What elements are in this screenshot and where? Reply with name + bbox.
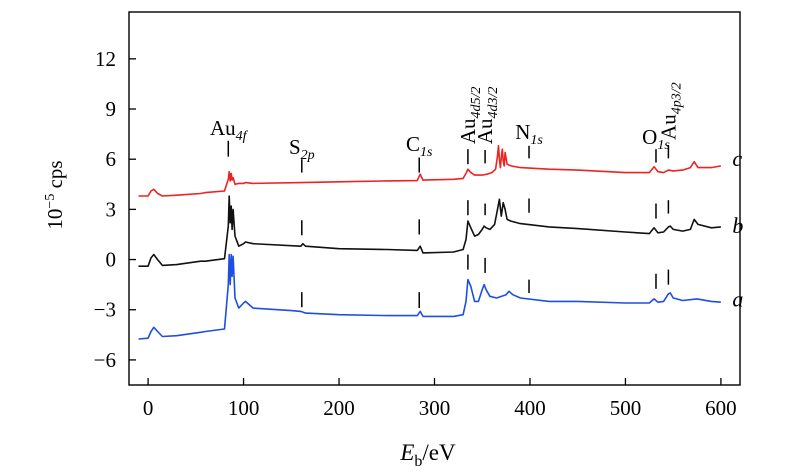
series-label-b: b — [732, 213, 743, 238]
annotation-subscript: 1s — [530, 133, 543, 148]
series-label-c: c — [732, 146, 742, 171]
annotation-element: Au — [656, 114, 680, 140]
annotation-subscript: 1s — [420, 145, 433, 160]
y-tick-label: 9 — [106, 97, 117, 121]
annotation-element: Au — [473, 118, 497, 144]
annotation-au4p32: Au4p3/2 — [656, 82, 684, 140]
annotation-element: C — [406, 132, 420, 156]
x-tick-label: 500 — [610, 396, 642, 420]
y-tick-label: 6 — [106, 147, 117, 171]
y-tick-label: −3 — [94, 298, 116, 322]
annotation-subscript: 2p — [301, 148, 315, 163]
annotation-element: N — [515, 120, 530, 144]
annotation-o1s: O1s — [642, 125, 670, 153]
series-line-b — [138, 195, 721, 268]
annotation-au4d52: Au4d5/2 — [456, 87, 484, 145]
x-tick-label: 600 — [705, 396, 737, 420]
x-tick-label: 300 — [419, 396, 451, 420]
x-tick-label: 100 — [228, 396, 260, 420]
y-tick-label: 0 — [106, 248, 117, 272]
annotation-subscript: 4d5/2 — [469, 87, 484, 119]
annotation-s2p: S2p — [289, 135, 315, 163]
annotation-element: Au — [456, 118, 480, 144]
annotation-n1s: N1s — [515, 120, 543, 148]
series-line-a — [138, 253, 721, 340]
annotation-c1s: C1s — [406, 132, 433, 160]
x-tick-label: 200 — [323, 396, 355, 420]
annotation-subscript: 4p3/2 — [669, 82, 684, 114]
annotation-subscript: 4d3/2 — [486, 87, 501, 119]
annotation-subscript: 1s — [657, 138, 670, 153]
annotation-element: Au — [210, 116, 236, 140]
series-line-c — [138, 145, 722, 197]
annotation-subscript: 4f — [236, 129, 249, 144]
peak-markers — [227, 140, 670, 309]
y-tick-label: 3 — [106, 197, 117, 221]
annotation-au4d32: Au4d3/2 — [473, 87, 501, 145]
x-axis-title: Eb/eV — [399, 440, 456, 470]
series-label-a: a — [732, 287, 743, 312]
plot-axes: 0 100 200 300 400 500 600 −6 −3 0 3 6 9 12 — [94, 11, 741, 420]
annotation-element: O — [642, 125, 657, 149]
annotation-element: S — [289, 135, 301, 159]
x-tick-label: 0 — [143, 396, 154, 420]
x-tick-label: 400 — [514, 396, 546, 420]
y-tick-label: −6 — [94, 348, 116, 372]
plot-series: a b c — [138, 145, 743, 340]
annotation-au4f: Au4f — [210, 116, 249, 144]
y-tick-label: 12 — [95, 47, 116, 71]
y-axis-title: 10−5 cps — [43, 160, 67, 229]
